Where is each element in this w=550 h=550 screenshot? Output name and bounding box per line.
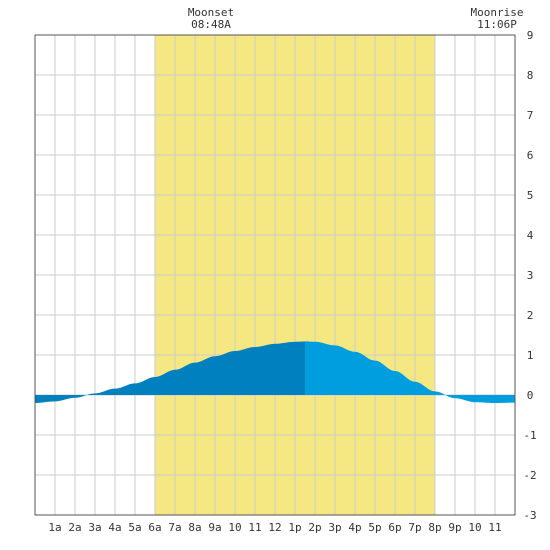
x-tick-label: 2p [308, 521, 321, 534]
y-tick-label: 9 [527, 29, 534, 42]
x-tick-label: 4a [108, 521, 121, 534]
x-tick-label: 5a [128, 521, 141, 534]
x-tick-label: 2a [68, 521, 81, 534]
x-tick-label: 9p [448, 521, 461, 534]
y-tick-label: 7 [527, 109, 534, 122]
y-tick-label: 0 [527, 389, 534, 402]
tide-area-rising [35, 341, 305, 403]
y-tick-label: 4 [527, 229, 534, 242]
x-tick-label: 12 [268, 521, 281, 534]
x-tick-label: 8a [188, 521, 201, 534]
y-tick-label: -3 [523, 509, 536, 522]
x-tick-label: 3p [328, 521, 341, 534]
tide-area [35, 341, 515, 403]
x-tick-label: 3a [88, 521, 101, 534]
y-tick-label: 6 [527, 149, 534, 162]
plot-border [34, 34, 516, 516]
grid [35, 35, 515, 515]
annotation-time: 11:06P [477, 18, 517, 31]
x-tick-label: 1p [288, 521, 301, 534]
x-tick-label: 1a [48, 521, 61, 534]
x-tick-label: 4p [348, 521, 361, 534]
y-axis-ticks: -3 -2 -1 0 1 2 3 4 5 6 7 8 9 [523, 29, 536, 522]
x-tick-label: 11 [248, 521, 261, 534]
y-tick-label: -2 [523, 469, 536, 482]
y-tick-label: 8 [527, 69, 534, 82]
x-tick-label: 9a [208, 521, 221, 534]
x-tick-label: 7p [408, 521, 421, 534]
y-tick-label: -1 [523, 429, 536, 442]
x-tick-label: 8p [428, 521, 441, 534]
y-tick-label: 1 [527, 349, 534, 362]
annotation-label: Moonset [188, 6, 234, 19]
x-tick-label: 5p [368, 521, 381, 534]
y-tick-label: 5 [527, 189, 534, 202]
annotation-label: Moonrise [471, 6, 524, 19]
x-axis-ticks: 1a 2a 3a 4a 5a 6a 7a 8a 9a 10 11 12 1p 2p 3p 4p 5p 6p 7p 8p… [48, 521, 501, 534]
x-tick-label: 6p [388, 521, 401, 534]
x-tick-label: 7a [168, 521, 181, 534]
y-tick-label: 3 [527, 269, 534, 282]
x-tick-label: 11 [488, 521, 501, 534]
x-tick-label: 6a [148, 521, 161, 534]
x-tick-label: 10 [228, 521, 241, 534]
annotation-time: 08:48A [191, 18, 231, 31]
tide-area-falling [305, 341, 515, 403]
y-tick-label: 2 [527, 309, 534, 322]
x-tick-label: 10 [468, 521, 481, 534]
